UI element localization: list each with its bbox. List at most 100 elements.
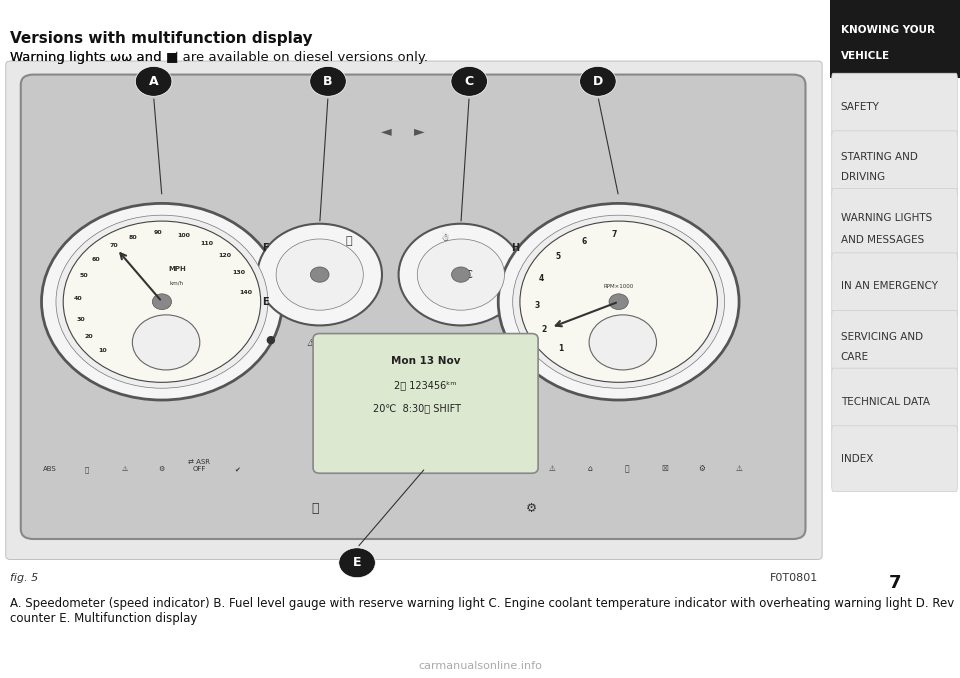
Text: ABS: ABS [43,466,57,472]
Text: Warning lights ωω and: Warning lights ωω and [10,51,166,64]
Text: H: H [511,243,519,253]
Text: 60: 60 [91,257,100,262]
Text: RPM×1000: RPM×1000 [604,284,634,289]
Text: ●: ● [265,334,275,344]
Text: SERVICING AND: SERVICING AND [841,332,923,342]
Text: 130: 130 [231,270,245,275]
Text: ✔: ✔ [233,466,240,472]
FancyBboxPatch shape [830,0,960,78]
Circle shape [135,66,172,96]
Text: 5: 5 [555,252,561,262]
Text: 40: 40 [74,296,82,300]
Text: ⚙: ⚙ [526,502,537,515]
Text: E: E [353,556,361,570]
Circle shape [589,315,657,370]
Circle shape [41,203,282,400]
Text: AND MESSAGES: AND MESSAGES [841,235,924,245]
Text: ☃: ☃ [440,233,448,243]
Text: WARNING LIGHTS: WARNING LIGHTS [841,213,932,222]
FancyBboxPatch shape [313,334,539,473]
FancyBboxPatch shape [831,368,957,434]
FancyBboxPatch shape [831,426,957,492]
Text: Versions with multifunction display: Versions with multifunction display [10,31,313,45]
Text: Mon 13 Nov: Mon 13 Nov [391,356,461,366]
Text: 2Ⓐ 123456ᵏᵐ: 2Ⓐ 123456ᵏᵐ [395,380,457,390]
Text: SAFETY: SAFETY [841,102,879,112]
Circle shape [153,294,172,310]
FancyBboxPatch shape [831,131,957,197]
Text: IN AN EMERGENCY: IN AN EMERGENCY [841,281,938,292]
Text: ⚙: ⚙ [698,464,706,473]
Text: 80: 80 [129,235,137,239]
Text: 2: 2 [541,325,547,334]
Text: 30: 30 [76,317,84,322]
FancyBboxPatch shape [831,188,957,261]
Text: 70: 70 [109,243,118,248]
Text: ⚙: ⚙ [158,466,165,472]
Text: A: A [149,75,158,88]
Text: fig. 5: fig. 5 [10,573,38,583]
FancyBboxPatch shape [831,253,957,319]
Circle shape [451,267,470,282]
Text: ⚠: ⚠ [121,466,128,472]
Text: ◄: ◄ [381,125,392,138]
Text: A. Speedometer (speed indicator) B. Fuel level gauge with reserve warning light : A. Speedometer (speed indicator) B. Fuel… [10,597,954,624]
Circle shape [56,215,268,388]
Text: 100: 100 [178,233,190,238]
Text: 3: 3 [535,301,540,310]
Text: ⚠: ⚠ [307,338,316,348]
Text: ⛽: ⛽ [312,502,320,515]
Text: Warning lights ωω and ■̸ are available on diesel versions only.: Warning lights ωω and ■̸ are available o… [10,51,428,64]
FancyBboxPatch shape [21,75,805,539]
Text: KNOWING YOUR: KNOWING YOUR [841,24,935,35]
Circle shape [257,224,382,325]
Text: 140: 140 [239,290,252,295]
Circle shape [63,221,261,382]
FancyBboxPatch shape [831,73,957,139]
Text: INDEX: INDEX [841,454,874,464]
Text: CARE: CARE [841,352,869,362]
FancyBboxPatch shape [831,311,957,376]
Text: E: E [262,297,269,307]
Circle shape [276,239,363,311]
Text: ☒: ☒ [660,464,668,473]
Circle shape [513,215,725,388]
Circle shape [580,66,616,96]
Text: :  [625,464,629,473]
Circle shape [310,267,329,282]
Text: F0T0801: F0T0801 [770,573,818,583]
Circle shape [498,203,739,400]
Text: C: C [466,270,472,280]
Text: TECHNICAL DATA: TECHNICAL DATA [841,397,930,407]
Text: Ⓒ: Ⓒ [85,466,89,473]
Circle shape [609,294,628,310]
Text: 1: 1 [558,344,564,353]
Text: 90: 90 [154,231,162,235]
Text: DRIVING: DRIVING [841,172,885,182]
Text: D: D [592,75,603,88]
Text: ⚠: ⚠ [549,464,556,473]
Text: B: B [324,75,333,88]
Text: C: C [465,75,473,88]
Text: 7: 7 [889,574,901,592]
Text: ⌂: ⌂ [588,464,592,473]
Text: ►: ► [414,125,424,138]
Text: 50: 50 [80,273,88,279]
Circle shape [398,224,523,325]
Text: 20: 20 [84,334,93,338]
Text: VEHICLE: VEHICLE [841,51,890,61]
Circle shape [310,66,347,96]
Text: carmanualsonline.info: carmanualsonline.info [418,661,542,671]
Text: 110: 110 [200,241,213,246]
Text: STARTING AND: STARTING AND [841,153,918,163]
Circle shape [418,239,504,311]
FancyBboxPatch shape [6,61,822,559]
Text: ⛽: ⛽ [346,236,352,246]
Text: 10: 10 [98,348,107,353]
Text: 120: 120 [218,253,231,258]
Circle shape [132,315,200,370]
Text: 4: 4 [540,275,544,283]
Circle shape [339,548,375,578]
Text: 20℃  8:30Ⓢ SHIFT: 20℃ 8:30Ⓢ SHIFT [373,403,461,414]
Text: 7: 7 [612,231,617,239]
